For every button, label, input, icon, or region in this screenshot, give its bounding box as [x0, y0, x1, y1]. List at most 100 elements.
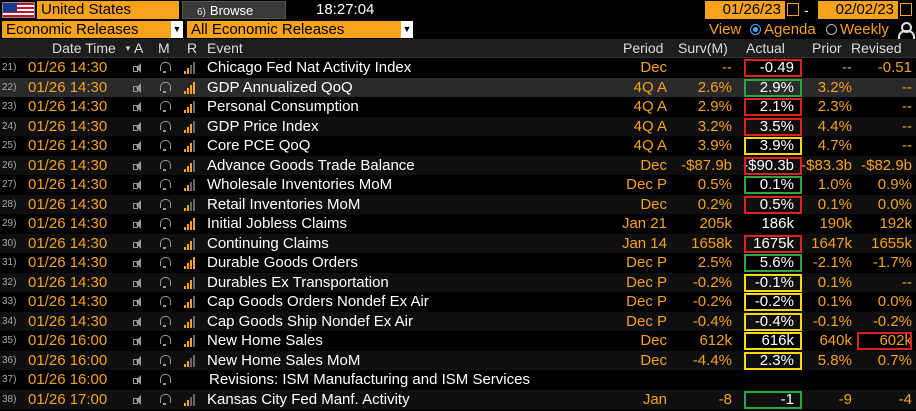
event-name[interactable]: Retail Inventories MoM: [207, 195, 361, 213]
sort-icon[interactable]: ▼: [124, 44, 132, 53]
speaker-icon[interactable]: [133, 375, 143, 385]
bell-icon[interactable]: [160, 120, 171, 132]
chevron-down-icon[interactable]: ▼: [171, 21, 183, 38]
bell-icon[interactable]: [160, 393, 171, 405]
speaker-icon[interactable]: [133, 297, 143, 307]
table-row[interactable]: 23) 01/26 14:30 Personal Consumption 4Q A 2.…: [0, 97, 916, 117]
col-datetime[interactable]: Date Time: [52, 40, 116, 56]
table-row[interactable]: 26) 01/26 14:30 Advance Goods Trade Balanc…: [0, 155, 916, 175]
speaker-icon[interactable]: [133, 121, 143, 132]
bell-icon[interactable]: [160, 198, 171, 210]
table-row[interactable]: 28) 01/26 14:30 Retail Inventories MoM Dec 0…: [0, 194, 916, 214]
col-prior[interactable]: Prior: [812, 40, 842, 56]
event-name[interactable]: Personal Consumption: [207, 98, 359, 115]
event-name[interactable]: GDP Annualized QoQ: [207, 78, 353, 96]
event-name[interactable]: Durables Ex Transportation: [207, 273, 389, 291]
country-field[interactable]: United States: [37, 1, 179, 19]
table-row[interactable]: 25) 01/26 14:30 Core PCE QoQ 4Q A 3.9% 3.9% 4.…: [0, 136, 916, 156]
bell-icon[interactable]: [160, 101, 171, 112]
speaker-icon[interactable]: [133, 238, 143, 249]
weekly-radio[interactable]: [826, 24, 837, 35]
event-name[interactable]: Durable Goods Orders: [207, 254, 358, 271]
event-name[interactable]: Advance Goods Trade Balance: [207, 156, 415, 174]
bell-icon[interactable]: [160, 354, 171, 366]
table-row[interactable]: 29) 01/26 14:30 Initial Jobless Claims Jan …: [0, 214, 916, 234]
category-select[interactable]: Economic Releases ▼: [2, 21, 183, 38]
speaker-icon[interactable]: [133, 199, 143, 210]
table-row[interactable]: 38) 01/26 17:00 Kansas City Fed Manf. Acti…: [0, 389, 916, 409]
end-calendar-icon[interactable]: [900, 3, 912, 16]
table-row[interactable]: 31) 01/26 14:30 Durable Goods Orders Dec P 2…: [0, 253, 916, 273]
release-type-select[interactable]: All Economic Releases ▼: [187, 21, 413, 38]
bell-icon[interactable]: [160, 62, 171, 73]
bell-icon[interactable]: [160, 159, 171, 171]
table-row[interactable]: 33) 01/26 14:30 Cap Goods Orders Nondef Ex…: [0, 292, 916, 312]
col-a[interactable]: A: [134, 40, 144, 56]
bell-icon[interactable]: [160, 296, 171, 307]
speaker-icon[interactable]: [133, 219, 143, 229]
table-row[interactable]: 32) 01/26 14:30 Durables Ex Transportation…: [0, 272, 916, 292]
actual-value: 2.3%: [759, 351, 794, 369]
bell-icon[interactable]: [160, 335, 171, 346]
start-date-field[interactable]: 01/26/23: [705, 1, 785, 19]
bell-icon[interactable]: [160, 257, 171, 268]
event-name[interactable]: New Home Sales MoM: [207, 351, 361, 369]
speaker-icon[interactable]: [133, 180, 143, 190]
speaker-icon[interactable]: [133, 82, 143, 93]
col-m[interactable]: M: [158, 40, 170, 56]
speaker-icon[interactable]: [133, 336, 143, 346]
person-icon[interactable]: [898, 22, 915, 39]
col-period[interactable]: Period: [623, 40, 664, 56]
bell-icon[interactable]: [160, 237, 171, 249]
col-survey[interactable]: Surv(M): [678, 40, 728, 56]
col-r[interactable]: R: [187, 40, 198, 56]
speaker-icon[interactable]: [133, 355, 143, 366]
bell-icon[interactable]: [160, 179, 171, 190]
event-name[interactable]: GDP Price Index: [207, 117, 319, 135]
speaker-icon[interactable]: [133, 160, 143, 171]
table-row[interactable]: 21) 01/26 14:30 Chicago Fed Nat Activity I…: [0, 58, 916, 78]
event-name[interactable]: Wholesale Inventories MoM: [207, 176, 393, 193]
speaker-icon[interactable]: [133, 63, 143, 73]
agenda-option-label[interactable]: Agenda: [764, 21, 816, 38]
speaker-icon[interactable]: [133, 277, 143, 288]
end-date-field[interactable]: 02/02/23: [818, 1, 898, 19]
bell-icon[interactable]: [160, 218, 171, 229]
event-name[interactable]: Continuing Claims: [207, 234, 329, 252]
event-name[interactable]: Revisions: ISM Manufacturing and ISM Ser…: [209, 371, 530, 388]
chevron-down-icon[interactable]: ▼: [401, 21, 413, 38]
col-actual[interactable]: Actual: [746, 40, 785, 56]
table-row[interactable]: 24) 01/26 14:30 GDP Price Index 4Q A 3.2% 3.5…: [0, 116, 916, 136]
bell-icon[interactable]: [160, 374, 171, 385]
weekly-option-label[interactable]: Weekly: [840, 21, 889, 38]
event-name[interactable]: Kansas City Fed Manf. Activity: [207, 390, 410, 408]
table-row[interactable]: 36) 01/26 16:00 New Home Sales MoM Dec -4.4%…: [0, 350, 916, 370]
browse-button[interactable]: 6) Browse: [182, 1, 286, 19]
agenda-radio[interactable]: [750, 24, 761, 35]
speaker-icon[interactable]: [133, 394, 143, 405]
bell-icon[interactable]: [160, 315, 171, 327]
table-row[interactable]: 37) 01/26 16:00 Revisions: ISM Manufacturi…: [0, 370, 916, 390]
speaker-icon[interactable]: [133, 258, 143, 268]
event-name[interactable]: New Home Sales: [207, 332, 323, 349]
event-name[interactable]: Initial Jobless Claims: [207, 215, 348, 232]
table-row[interactable]: 30) 01/26 14:30 Continuing Claims Jan 14 165…: [0, 233, 916, 253]
table-row[interactable]: 22) 01/26 14:30 GDP Annualized QoQ 4Q A 2.6%…: [0, 77, 916, 97]
speaker-icon[interactable]: [133, 316, 143, 327]
table-row[interactable]: 35) 01/26 16:00 New Home Sales Dec 612k 616k 6…: [0, 331, 916, 351]
bell-icon[interactable]: [160, 140, 171, 151]
speaker-icon[interactable]: [133, 102, 143, 112]
event-name[interactable]: Cap Goods Orders Nondef Ex Air: [207, 293, 429, 310]
survey-value: 0.5%: [697, 176, 732, 193]
event-name[interactable]: Cap Goods Ship Nondef Ex Air: [207, 312, 413, 330]
table-row[interactable]: 34) 01/26 14:30 Cap Goods Ship Nondef Ex A…: [0, 311, 916, 331]
event-name[interactable]: Chicago Fed Nat Activity Index: [207, 59, 412, 76]
bell-icon[interactable]: [160, 276, 171, 288]
col-revised[interactable]: Revised: [851, 40, 902, 56]
col-event[interactable]: Event: [207, 40, 243, 56]
speaker-icon[interactable]: [133, 141, 143, 151]
table-row[interactable]: 27) 01/26 14:30 Wholesale Inventories MoM D…: [0, 175, 916, 195]
bell-icon[interactable]: [160, 81, 171, 93]
start-calendar-icon[interactable]: [787, 3, 799, 16]
event-name[interactable]: Core PCE QoQ: [207, 137, 311, 154]
